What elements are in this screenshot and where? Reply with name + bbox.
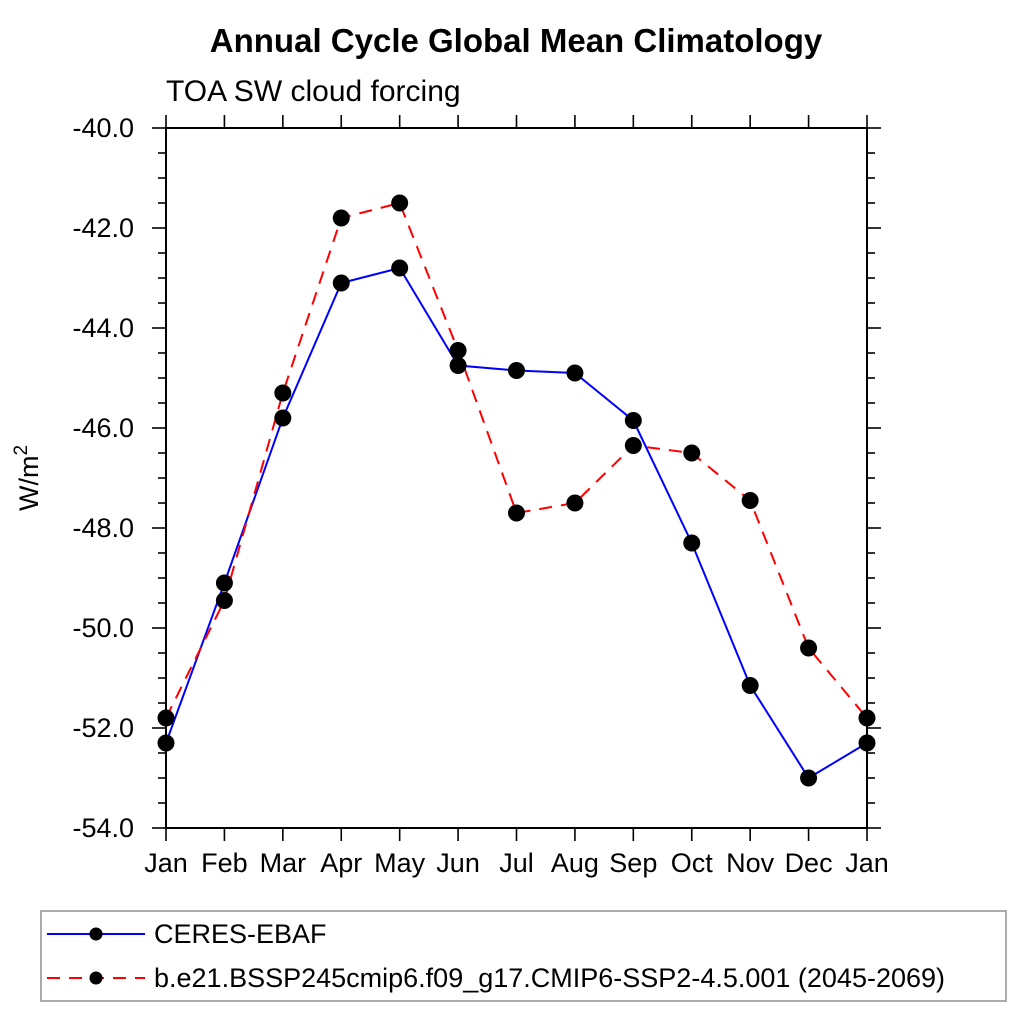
x-tick-label: May bbox=[374, 848, 426, 878]
legend-item-0: CERES-EBAF bbox=[42, 912, 1005, 956]
x-tick-label: Jul bbox=[499, 848, 534, 878]
y-tick-label: -54.0 bbox=[72, 813, 134, 843]
data-point-0 bbox=[215, 574, 233, 592]
x-tick-label: Aug bbox=[551, 848, 599, 878]
data-point-0 bbox=[391, 259, 409, 277]
legend-label-1: b.e21.BSSP245cmip6.f09_g17.CMIP6-SSP2-4.… bbox=[154, 962, 946, 993]
data-point-1 bbox=[508, 504, 525, 522]
data-point-0 bbox=[741, 677, 759, 694]
y-tick-label: -42.0 bbox=[72, 213, 134, 243]
x-tick-label: Sep bbox=[609, 848, 657, 878]
y-tick-label: -52.0 bbox=[72, 713, 134, 743]
x-tick-label: Apr bbox=[320, 848, 362, 878]
chart-title: Annual Cycle Global Mean Climatology bbox=[210, 22, 823, 59]
data-point-1 bbox=[332, 209, 350, 227]
legend-item-1: b.e21.BSSP245cmip6.f09_g17.CMIP6-SSP2-4.… bbox=[42, 956, 1005, 1000]
legend: CERES-EBAF b.e21.BSSP245cmip6.f09_g17.CMI… bbox=[40, 910, 1007, 1002]
x-tick-label: Feb bbox=[201, 848, 248, 878]
data-point-1 bbox=[566, 494, 584, 512]
y-axis-label: W/m2 bbox=[11, 445, 44, 511]
x-tick-label: Jan bbox=[845, 848, 889, 878]
y-tick-label: -44.0 bbox=[72, 313, 134, 343]
legend-swatch-1 bbox=[47, 971, 145, 985]
data-point-1 bbox=[215, 592, 233, 609]
y-tick-label: -46.0 bbox=[72, 413, 134, 443]
plot-canvas: Annual Cycle Global Mean Climatology TOA… bbox=[11, 22, 889, 878]
data-point-1 bbox=[391, 194, 409, 212]
data-point-0 bbox=[508, 362, 525, 379]
series-line-1 bbox=[165, 201, 868, 719]
data-point-0 bbox=[683, 534, 701, 552]
data-point-0 bbox=[274, 409, 292, 427]
data-point-0 bbox=[800, 769, 818, 787]
data-point-0 bbox=[449, 357, 467, 374]
data-point-0 bbox=[624, 412, 642, 429]
x-tick-label: Oct bbox=[671, 848, 714, 878]
legend-label-0: CERES-EBAF bbox=[154, 918, 327, 949]
legend-marker-icon bbox=[89, 971, 103, 985]
data-point-1 bbox=[858, 709, 876, 727]
data-point-1 bbox=[274, 384, 292, 402]
data-point-1 bbox=[157, 709, 175, 727]
plot-area: -40.0 -42.0 -44.0 -46.0 -48.0 -50.0 -52.0 -54.0… bbox=[72, 113, 888, 878]
data-point-1 bbox=[624, 437, 642, 454]
data-point-1 bbox=[683, 444, 701, 462]
data-point-1 bbox=[449, 342, 467, 359]
y-tick-label: -48.0 bbox=[72, 513, 134, 543]
data-point-1 bbox=[800, 639, 818, 657]
legend-marker-icon bbox=[89, 927, 103, 941]
data-point-0 bbox=[566, 364, 584, 382]
plot-frame bbox=[165, 127, 868, 829]
chart-subtitle: TOA SW cloud forcing bbox=[166, 75, 461, 108]
x-tick-label: Jan bbox=[144, 848, 188, 878]
x-tick-label: Mar bbox=[260, 848, 307, 878]
data-point-0 bbox=[157, 734, 175, 752]
data-point-0 bbox=[332, 274, 350, 292]
x-tick-label: Nov bbox=[726, 848, 775, 878]
series-line-0 bbox=[165, 266, 868, 780]
data-point-0 bbox=[858, 734, 876, 752]
y-tick-label: -50.0 bbox=[72, 613, 134, 643]
legend-swatch-0 bbox=[47, 927, 145, 941]
data-point-1 bbox=[741, 492, 759, 509]
y-tick-label: -40.0 bbox=[72, 113, 134, 143]
x-tick-label: Dec bbox=[785, 848, 833, 878]
x-tick-label: Jun bbox=[436, 848, 480, 878]
